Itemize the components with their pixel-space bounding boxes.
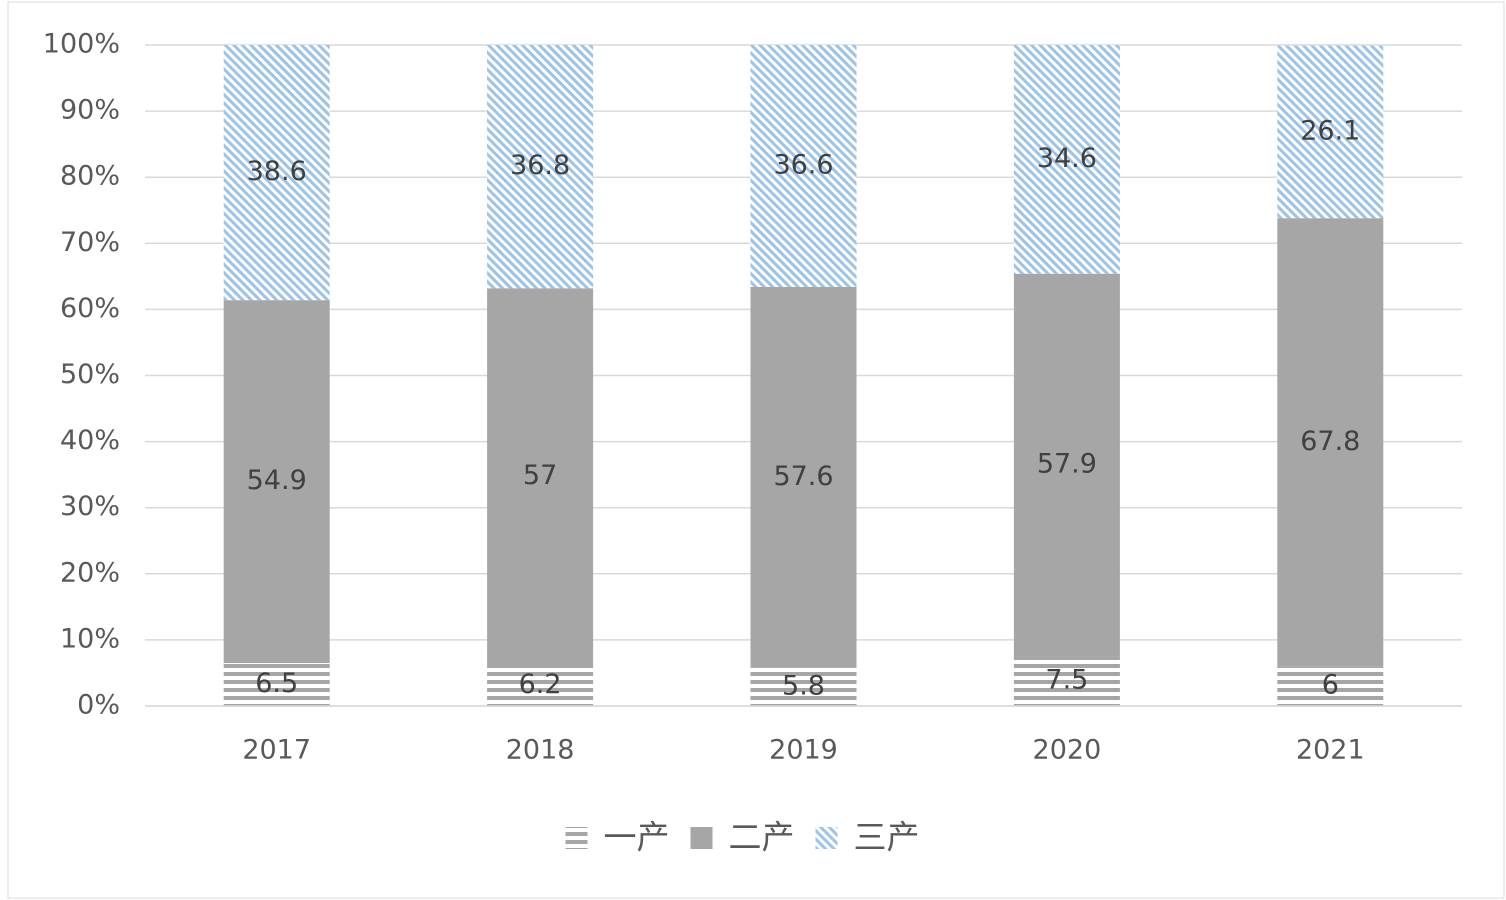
data-label: 57 bbox=[523, 460, 557, 491]
data-label: 38.6 bbox=[247, 156, 307, 187]
data-label: 5.8 bbox=[782, 670, 825, 701]
y-tick-label: 40% bbox=[60, 425, 120, 456]
bar-segment bbox=[750, 45, 857, 287]
data-label: 36.8 bbox=[510, 150, 570, 181]
bar-segment bbox=[750, 667, 857, 706]
bar-segment bbox=[1013, 656, 1120, 706]
legend-swatch bbox=[690, 827, 713, 849]
y-tick-label: 50% bbox=[60, 359, 120, 390]
legend-label: 二产 bbox=[729, 818, 795, 857]
legend-label: 三产 bbox=[854, 818, 920, 857]
bar-segment bbox=[487, 288, 594, 666]
bar-segment bbox=[223, 45, 330, 301]
y-tick-label: 80% bbox=[60, 161, 120, 192]
y-tick-label: 20% bbox=[60, 557, 120, 588]
y-tick-label: 10% bbox=[60, 623, 120, 654]
data-label: 67.8 bbox=[1300, 426, 1360, 457]
y-tick-label: 60% bbox=[60, 293, 120, 324]
data-label: 34.6 bbox=[1037, 143, 1097, 174]
legend-swatch bbox=[565, 827, 588, 849]
legend-swatch bbox=[815, 827, 838, 849]
data-label: 7.5 bbox=[1045, 665, 1088, 696]
legend-label: 一产 bbox=[604, 818, 670, 857]
x-tick-label: 2019 bbox=[769, 735, 838, 766]
y-tick-label: 30% bbox=[60, 491, 120, 522]
bar-segment bbox=[750, 286, 857, 668]
data-label: 57.6 bbox=[773, 461, 833, 492]
data-label: 36.6 bbox=[773, 149, 833, 180]
data-label: 26.1 bbox=[1300, 115, 1360, 146]
y-tick-label: 90% bbox=[60, 95, 120, 126]
data-label: 6 bbox=[1322, 670, 1339, 701]
bar-segment bbox=[1277, 666, 1384, 706]
x-tick-label: 2018 bbox=[506, 735, 575, 766]
data-label: 6.5 bbox=[255, 668, 298, 699]
bar-segment bbox=[223, 300, 330, 664]
bar-segment bbox=[223, 663, 330, 706]
data-label: 54.9 bbox=[247, 465, 307, 496]
bar-segment bbox=[1013, 45, 1120, 274]
bar-segment bbox=[1277, 45, 1384, 219]
y-tick-label: 0% bbox=[77, 690, 120, 721]
y-tick-label: 100% bbox=[43, 29, 120, 60]
bar-segment bbox=[1277, 218, 1384, 667]
x-tick-label: 2020 bbox=[1033, 735, 1102, 766]
data-label: 57.9 bbox=[1037, 449, 1097, 480]
data-label: 6.2 bbox=[519, 669, 562, 700]
x-tick-label: 2021 bbox=[1296, 735, 1365, 766]
bar-segment bbox=[487, 45, 594, 289]
x-tick-label: 2017 bbox=[242, 735, 311, 766]
bar-segment bbox=[487, 665, 594, 706]
y-tick-label: 70% bbox=[60, 227, 120, 258]
bar-segment bbox=[1013, 273, 1120, 657]
